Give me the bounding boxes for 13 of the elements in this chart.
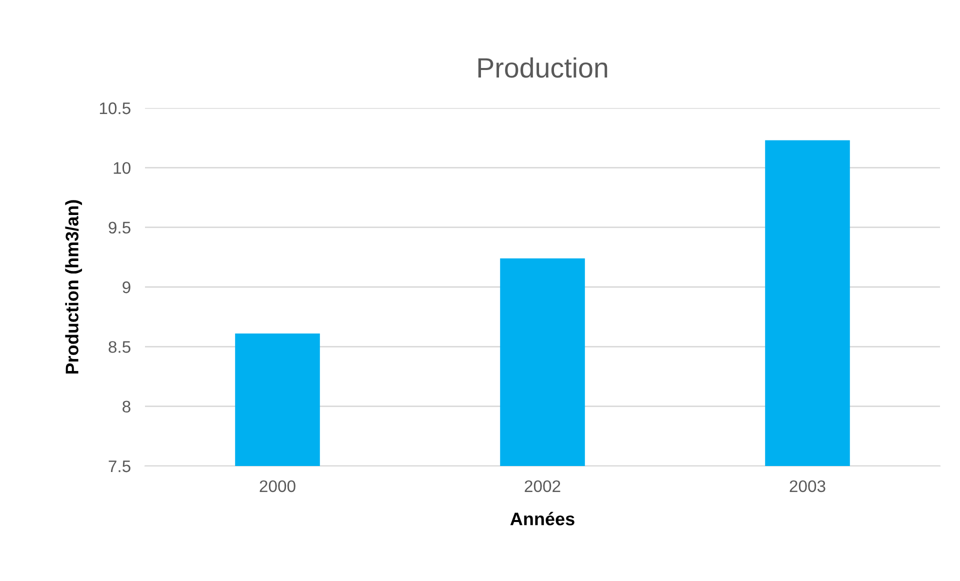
x-axis-title: Années xyxy=(510,512,574,526)
x-tick-label: 2002 xyxy=(524,480,560,492)
y-tick-label: 9 xyxy=(122,281,130,294)
y-tick-label: 7.5 xyxy=(108,460,130,472)
y-tick-label: 10 xyxy=(114,162,130,174)
y-tick-label: 8.5 xyxy=(108,341,130,353)
y-tick-label: 8 xyxy=(122,400,130,413)
y-axis-title: Production (hm3/an) xyxy=(65,200,82,374)
x-tick-label: 2003 xyxy=(790,480,826,492)
x-tick-label: 2000 xyxy=(260,480,296,492)
y-tick-label: 10.5 xyxy=(100,102,130,114)
y-tick-label: 9.5 xyxy=(108,222,130,234)
chart-title: Production xyxy=(478,57,608,78)
